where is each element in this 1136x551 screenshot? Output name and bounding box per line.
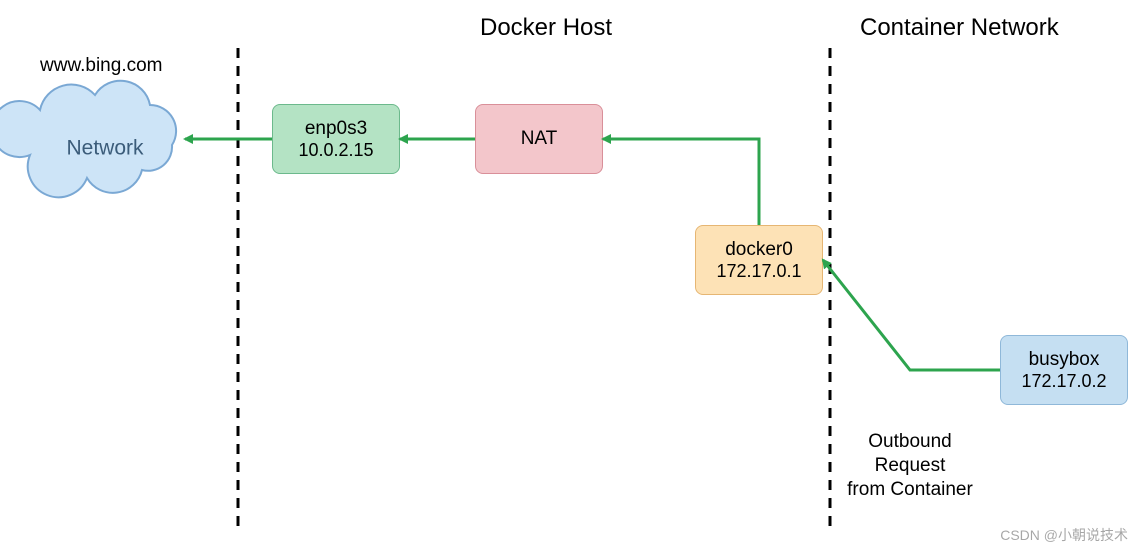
- arrow-docker0-to-nat: [603, 139, 759, 225]
- cloud-text: Network: [66, 137, 144, 160]
- node-docker0: docker0 172.17.0.1: [695, 225, 823, 295]
- external-url-label: www.bing.com: [40, 55, 163, 77]
- cloud-shape: [0, 81, 176, 198]
- outbound-caption: Outbound Request from Container: [820, 430, 1000, 501]
- node-busybox-name: busybox: [1029, 349, 1100, 371]
- watermark-text: CSDN @小朝说技术: [1000, 525, 1128, 545]
- node-nat-name: NAT: [521, 128, 558, 150]
- caption-line-2: Request: [820, 454, 1000, 478]
- diagram-stage: Docker Host Container Network www.bing.c…: [0, 0, 1136, 551]
- title-docker-host: Docker Host: [480, 14, 612, 42]
- caption-line-1: Outbound: [820, 430, 1000, 454]
- arrow-busybox-to-docker0: [823, 260, 1000, 370]
- cloud-network: Network: [0, 81, 176, 198]
- node-enp0s3-name: enp0s3: [305, 118, 367, 140]
- caption-line-3: from Container: [820, 478, 1000, 502]
- node-nat: NAT: [475, 104, 603, 174]
- node-docker0-name: docker0: [725, 239, 793, 261]
- node-busybox-ip: 172.17.0.2: [1021, 371, 1106, 392]
- title-container-network: Container Network: [860, 14, 1059, 42]
- node-enp0s3: enp0s3 10.0.2.15: [272, 104, 400, 174]
- node-enp0s3-ip: 10.0.2.15: [298, 140, 373, 161]
- node-busybox: busybox 172.17.0.2: [1000, 335, 1128, 405]
- node-docker0-ip: 172.17.0.1: [716, 261, 801, 282]
